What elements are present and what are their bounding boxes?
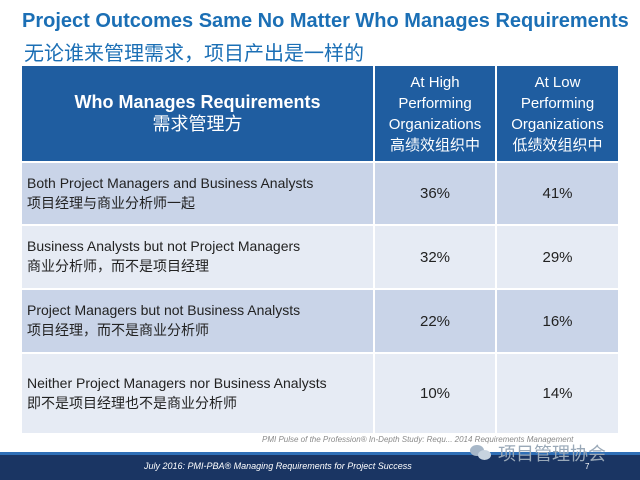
row-label-en: Business Analysts but not Project Manage… bbox=[27, 238, 301, 254]
outcomes-table: Who Manages Requirements 需求管理方 At High P… bbox=[22, 66, 618, 433]
row-low-value: 41% bbox=[496, 161, 618, 225]
header-who-manages: Who Manages Requirements 需求管理方 bbox=[22, 66, 375, 162]
table-header-row: Who Manages Requirements 需求管理方 At High P… bbox=[22, 66, 618, 162]
header-high-performing: At High Performing Organizations 高绩效组织中 bbox=[374, 66, 497, 162]
row-label-zh: 商业分析师，而不是项目经理 bbox=[27, 259, 209, 275]
row-high-value: 10% bbox=[374, 352, 497, 433]
row-label: Neither Project Managers nor Business An… bbox=[22, 352, 375, 433]
header-who-manages-en: Who Manages Requirements bbox=[74, 91, 321, 112]
header-low-performing: At Low Performing Organizations 低绩效组织中 bbox=[496, 66, 618, 162]
row-label-en: Project Managers but not Business Analys… bbox=[27, 302, 301, 318]
row-high-value: 36% bbox=[374, 161, 497, 225]
header-high-en: At High Performing Organizations bbox=[388, 73, 482, 133]
slide-title-en: Project Outcomes Same No Matter Who Mana… bbox=[22, 10, 629, 32]
row-high-value: 22% bbox=[374, 288, 497, 353]
watermark-text: 项目管理协会 bbox=[498, 444, 606, 465]
header-who-manages-zh: 需求管理方 bbox=[152, 113, 243, 135]
row-label: Both Project Managers and Business Analy… bbox=[22, 161, 375, 225]
slide-title-zh: 无论谁来管理需求，项目产出是一样的 bbox=[24, 41, 364, 65]
row-low-value: 16% bbox=[496, 288, 618, 353]
footer-accent-line bbox=[0, 452, 640, 455]
row-high-value: 32% bbox=[374, 224, 497, 289]
row-label-zh: 项目经理与商业分析师一起 bbox=[27, 195, 195, 212]
row-label: Project Managers but not Business Analys… bbox=[22, 288, 375, 353]
table-row: Business Analysts but not Project Manage… bbox=[22, 224, 618, 289]
row-low-value: 29% bbox=[496, 224, 618, 289]
table-row: Project Managers but not Business Analys… bbox=[22, 288, 618, 353]
header-high-zh: 高绩效组织中 bbox=[389, 135, 480, 154]
chat-bubbles-icon bbox=[470, 444, 492, 462]
row-label-en: Both Project Managers and Business Analy… bbox=[27, 174, 314, 191]
row-label: Business Analysts but not Project Manage… bbox=[22, 224, 375, 289]
page-number: 7 bbox=[585, 462, 590, 471]
row-label-en: Neither Project Managers nor Business An… bbox=[27, 374, 327, 391]
row-label-zh: 即不是项目经理也不是商业分析师 bbox=[27, 395, 237, 412]
source-citation: PMI Pulse of the Profession® In-Depth St… bbox=[262, 435, 574, 444]
table-row: Neither Project Managers nor Business An… bbox=[22, 352, 618, 433]
row-label-zh: 项目经理，而不是商业分析师 bbox=[27, 323, 209, 339]
row-low-value: 14% bbox=[496, 352, 618, 433]
footer-text: July 2016: PMI-PBA® Managing Requirement… bbox=[144, 461, 412, 471]
table-row: Both Project Managers and Business Analy… bbox=[22, 161, 618, 225]
watermark: 项目管理协会 bbox=[470, 441, 606, 465]
header-low-en: At Low Performing Organizations bbox=[511, 73, 604, 133]
footer-bar: July 2016: PMI-PBA® Managing Requirement… bbox=[0, 452, 640, 480]
header-low-zh: 低绩效组织中 bbox=[512, 135, 603, 154]
